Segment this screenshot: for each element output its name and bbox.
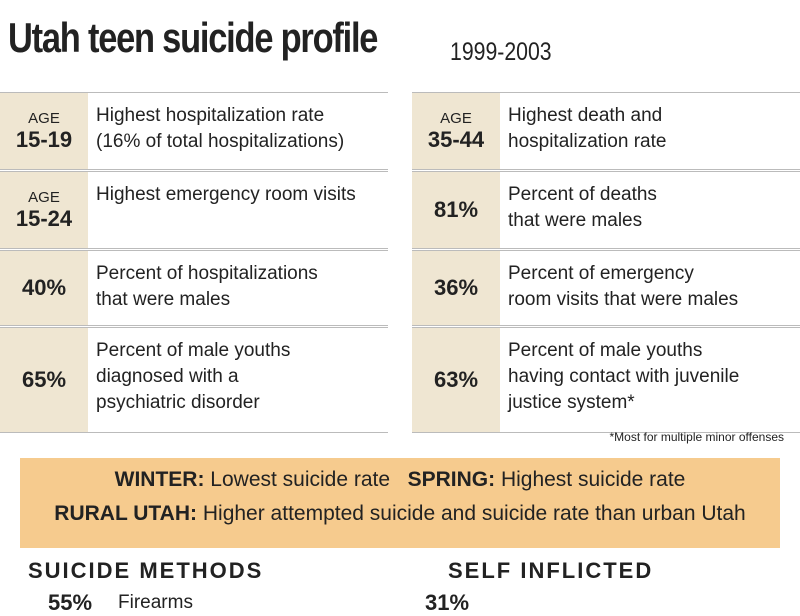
tag: AGE [440,109,472,127]
line: diagnosed with a [96,366,239,387]
line: Percent of male youths [508,340,703,361]
footnote: *Most for multiple minor offenses [609,430,784,444]
label-cell: AGE 15-24 [0,172,88,248]
value: 40% [21,275,67,300]
line: justice system* [508,392,635,413]
description: Percent of male youths having contact wit… [500,328,739,432]
row: AGE 15-19 Highest hospitalization rate (16%… [0,92,388,170]
text: Higher attempted suicide and suicide rat… [202,502,746,525]
description: Percent of deaths that were males [500,172,657,248]
text: Firearms [118,592,193,613]
line: psychiatric disorder [96,392,260,413]
label: WINTER: [114,468,205,491]
section-title: SUICIDE METHODS [28,558,264,583]
description: Highest death and hospitalization rate [500,93,666,169]
tag: AGE [28,109,60,127]
label-cell: 36% [412,251,500,325]
row: 63% Percent of male youths having contact … [412,327,800,433]
description: Percent of emergency room visits that wer… [500,251,738,325]
row: AGE 15-24 Highest emergency room visits [0,171,388,249]
tag: AGE [28,188,60,206]
line: (16% of total hospitalizations) [96,131,345,152]
text: Highest suicide rate [500,468,686,491]
seasons-box: WINTER: Lowest suicide rate SPRING: High… [20,458,780,548]
line: that were males [96,289,231,310]
label-cell: 65% [0,328,88,432]
line: having contact with juvenile [508,366,740,387]
row: 81% Percent of deaths that were males [412,171,800,249]
line: room visits that were males [508,289,739,310]
line: Percent of deaths [508,184,657,205]
value: 55% [48,590,93,615]
label: RURAL UTAH: [54,502,198,525]
left-table: AGE 15-19 Highest hospitalization rate (16%… [0,92,388,434]
label-cell: 81% [412,172,500,248]
value: 15-19 [15,126,73,152]
line: Highest hospitalization rate [96,105,325,126]
value: 63% [433,367,479,392]
label-cell: AGE 35-44 [412,93,500,169]
value: 35-44 [427,126,485,152]
section-title: SELF INFLICTED [448,558,654,583]
label: SPRING: [407,468,496,491]
right-table: AGE 35-44 Highest death and hospitalization… [412,92,800,434]
line: Highest death and [508,105,663,126]
line: hospitalization rate [508,131,667,152]
row: 36% Percent of emergency room visits that … [412,250,800,326]
description: Highest emergency room visits [88,172,356,248]
row: 40% Percent of hospitalizations that were … [0,250,388,326]
line: Highest emergency room visits [96,184,356,205]
row: AGE 35-44 Highest death and hospitalization… [412,92,800,170]
line: Percent of emergency [508,263,694,284]
text: Lowest suicide rate [210,468,391,491]
description: Highest hospitalization rate (16% of tota… [88,93,344,169]
value: 31% [425,590,470,615]
description: Percent of hospitalizations that were mal… [88,251,318,325]
title: Utah teen suicide profile [8,14,378,61]
line: that were males [508,210,643,231]
label-cell: 63% [412,328,500,432]
label-cell: 40% [0,251,88,325]
label-cell: AGE 15-19 [0,93,88,169]
value: 15-24 [15,205,73,231]
years: 1999-2003 [450,38,552,66]
row: 65% Percent of male youths diagnosed with … [0,327,388,433]
line: Percent of hospitalizations [96,263,318,284]
value: 81% [433,197,479,222]
line: Percent of male youths [96,340,291,361]
description: Percent of male youths diagnosed with a ps… [88,328,290,432]
value: 65% [21,367,67,392]
infographic: Utah teen suicide profile 1999-2003 AGE 1… [0,14,800,615]
value: 36% [433,275,479,300]
